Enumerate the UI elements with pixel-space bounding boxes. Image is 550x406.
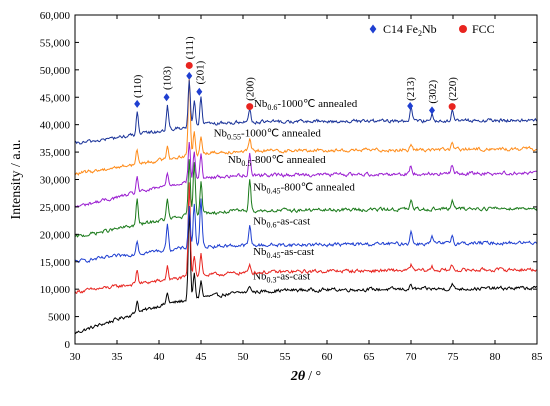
y-tick-label: 5000 [48,312,71,324]
y-tick-label: 50,000 [40,65,71,77]
axes-layer: 30 35 40 45 50 55 60 65 70 75 80 85 0 5000 10,000 15,00… [9,10,543,384]
series-label-main: Nb [253,246,267,258]
y-tick-label: 15,000 [40,257,71,269]
peak-index-label: (213) [405,77,417,101]
series-layer: Nb0.3-as-castNb0.45-as-castNb0.6-as-cast… [74,77,538,335]
x-tick-label: 30 [70,351,82,363]
series-label-sub: 0.45 [267,186,281,195]
x-axis-symbol: 2θ [290,369,306,384]
legend-c14-text: C14 Fe [383,22,418,36]
series-line [74,77,538,176]
y-tick-label: 55,000 [40,37,71,49]
x-tick-label: 40 [154,351,166,363]
plot-frame [74,14,538,345]
x-tick-label: 70 [406,351,418,363]
series-label-sub: 0.6 [267,103,277,112]
peak-index-label: (201) [194,60,206,84]
legend-c14-text-after: Nb [422,22,437,36]
series-label: Nb0.6-1000℃ annealed [254,98,358,112]
series-label-main: Nb [254,98,268,110]
c14-peak-marker [163,93,170,102]
series-label: Nb0.55-1000℃ annealed [214,128,322,142]
y-axis-title: Intensity / a.u. [9,139,24,219]
series-label: Nb0.5-800℃ annealed [228,154,326,168]
series-label-rest: -800℃ annealed [281,181,356,193]
c14-peak-marker [196,87,203,96]
legend-c14-marker [369,24,377,34]
y-tick-label: 40,000 [40,120,71,132]
y-tick-label: 10,000 [40,284,71,296]
series-label-rest: -1000℃ annealed [277,98,357,110]
c14-peak-marker [429,106,435,115]
series-label-main: Nb [228,154,242,166]
series-line [75,159,538,238]
legend-c14-label: C14 Fe2Nb [383,22,437,38]
x-tick-label: 65 [364,351,376,363]
series-label-sub: 0.5 [241,159,251,168]
y-tick-label: 30,000 [40,175,71,187]
series-line [74,80,538,145]
fcc-peak-marker [185,61,193,69]
x-axis-title: 2θ / ° [290,369,321,384]
series-line [74,182,538,294]
series-label-main: Nb [253,215,267,227]
peak-index-label: (220) [447,77,459,101]
series-label-sub: 0.3 [267,275,277,284]
peak-index-label: (200) [245,77,257,101]
x-tick-label: 45 [196,351,208,363]
y-tick-label: 0 [65,339,71,351]
series-label: Nb0.6-as-cast [253,215,310,229]
series-label-main: Nb [214,128,228,140]
series-label: Nb0.45-as-cast [253,246,314,260]
c14-peak-marker [186,71,193,80]
x-axis-unit: / ° [308,369,321,384]
y-tick-label: 35,000 [40,147,71,159]
series-label-main: Nb [253,181,267,193]
legend-fcc-label: FCC [472,22,495,36]
peak-index-label: (302) [427,80,439,104]
c14-peak-marker [407,102,414,111]
series-line [74,141,538,208]
legend-c14-sub: 2 [418,29,422,38]
series-label-rest: -as-cast [277,215,311,227]
series-label-sub: 0.6 [267,220,277,229]
y-tick-label: 45,000 [40,92,71,104]
series-line [74,198,538,263]
x-tick-label: 55 [280,351,292,363]
y-tick-label: 20,000 [40,229,71,241]
series-label-rest: -800℃ annealed [251,154,326,166]
peak-index-label: (103) [162,66,174,90]
x-tick-label: 80 [490,351,502,363]
legend-fcc-marker [459,25,467,33]
x-tick-label: 75 [448,351,460,363]
series-label-rest: -1000℃ annealed [241,128,321,140]
y-tick-label: 60,000 [40,10,71,22]
c14-peak-marker [134,99,141,108]
x-tick-label: 85 [532,351,544,363]
fcc-peak-marker [448,103,456,111]
peak-index-label: (111) [184,36,196,59]
series-label-sub: 0.55 [227,133,241,142]
series-label-sub: 0.45 [267,251,281,260]
annotation-layer: (110) (103) (111)(201) (200) (213) (302) (220) [132,36,459,115]
series-line [74,210,538,335]
x-tick-label: 60 [322,351,334,363]
x-tick-label: 50 [238,351,250,363]
y-tick-label: 25,000 [40,202,71,214]
series-label-rest: -as-cast [281,246,315,258]
legend: C14 Fe2Nb FCC [369,22,495,38]
x-tick-label: 35 [112,351,124,363]
series-label: Nb0.45-800℃ annealed [253,181,355,195]
peak-index-label: (110) [132,74,144,98]
fcc-peak-marker [246,103,254,111]
